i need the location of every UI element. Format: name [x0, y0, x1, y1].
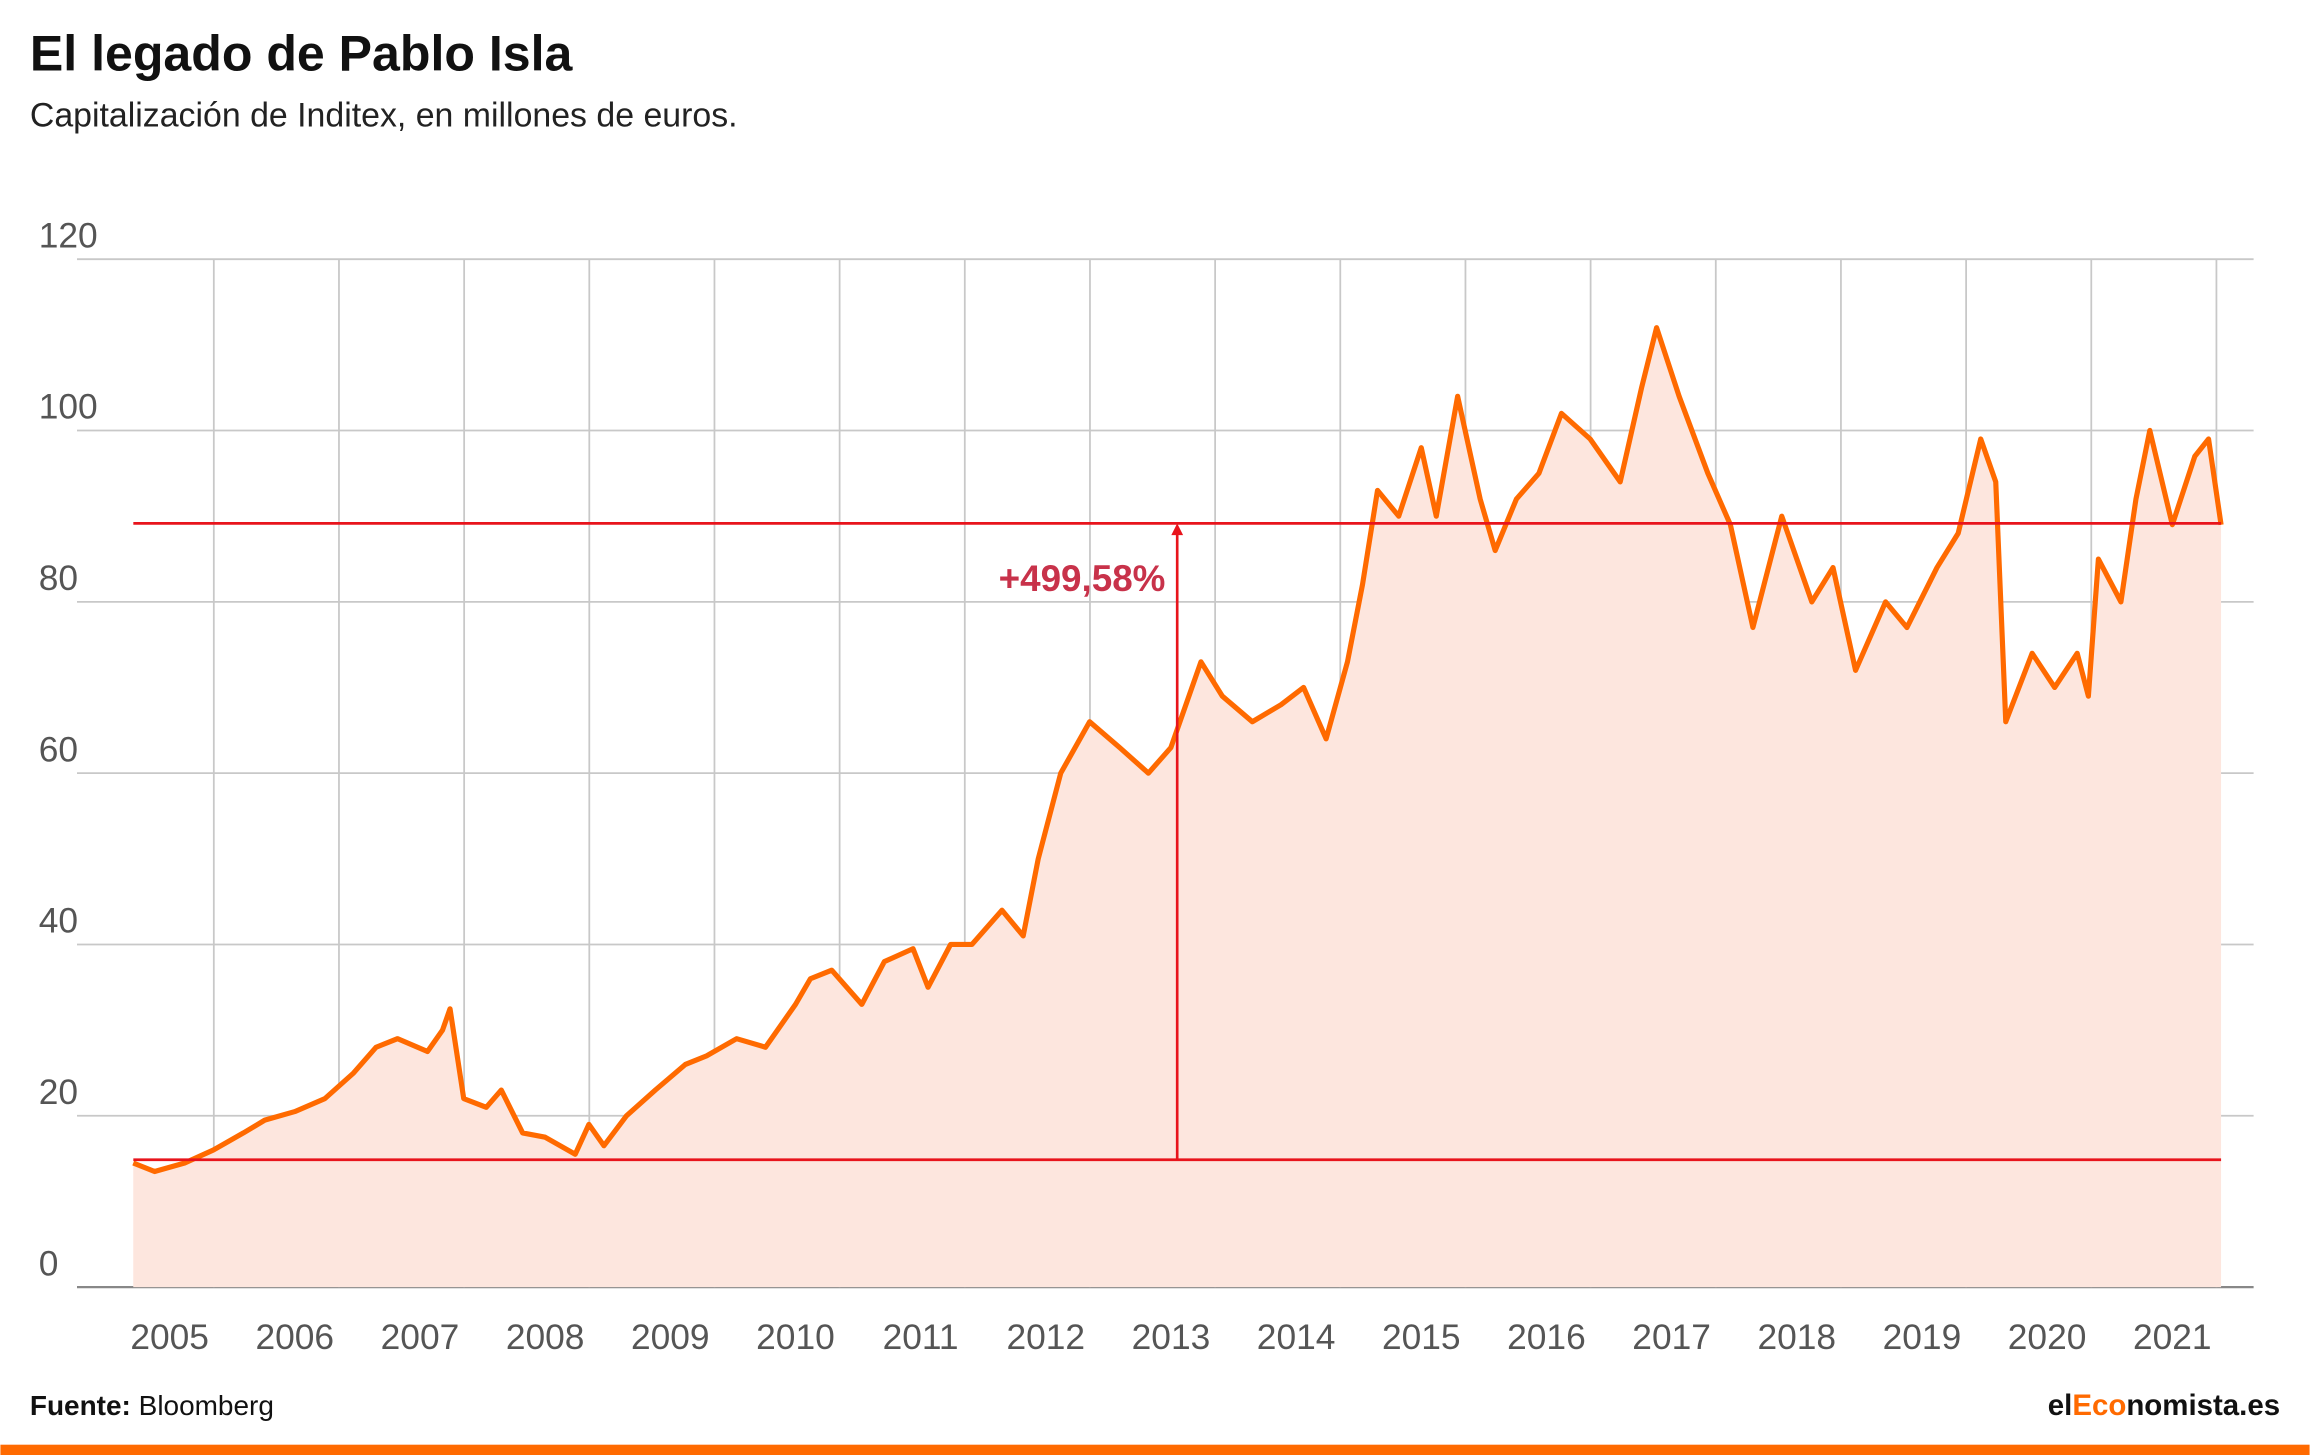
x-tick-label: 2011: [883, 1318, 959, 1357]
x-tick-label: 2013: [1132, 1318, 1211, 1357]
x-tick-label: 2007: [381, 1318, 460, 1357]
line: [132, 325, 2224, 1175]
y-tick-label: 120: [39, 216, 98, 255]
y-tick-label: 20: [39, 1073, 78, 1112]
annotation: +499,58%: [999, 558, 1166, 599]
source-name: Bloomberg: [139, 1390, 274, 1421]
x-tick-label: 2009: [631, 1318, 710, 1357]
arrow-head: [1171, 523, 1184, 536]
x-tick-label: 2010: [756, 1318, 835, 1357]
y-tick-label: 40: [39, 902, 78, 941]
x-tick-label: 2005: [130, 1318, 209, 1357]
logo-part: nomista.es: [2126, 1389, 2280, 1422]
y-tick-label: 0: [39, 1244, 59, 1283]
y-tick-label: 60: [39, 730, 78, 769]
x-tick-label: 2021: [2133, 1318, 2212, 1357]
chart-title: El legado de Pablo Isla: [30, 26, 574, 82]
x-tick-label: 2016: [1507, 1318, 1586, 1357]
plot: 0 20 40 60 80 100 120 2005 2006 2007 2008 2009 2010 2…: [39, 216, 2254, 1357]
source-label: Fuente:: [30, 1390, 131, 1421]
chart-subtitle: Capitalización de Inditex, en millones d…: [30, 97, 738, 135]
logo: elEconomista.es: [2048, 1389, 2280, 1422]
footer-bar: [0, 1444, 2310, 1455]
x-tick-label: 2006: [255, 1318, 334, 1357]
x-tick-label: 2018: [1757, 1318, 1836, 1357]
y-tick-label: 100: [39, 388, 98, 427]
x-tick-label: 2017: [1632, 1318, 1711, 1357]
x-tick-label: 2012: [1006, 1318, 1085, 1357]
y-tick-label: 80: [39, 559, 78, 598]
source: Fuente: Bloomberg: [30, 1390, 274, 1421]
x-tick-label: 2019: [1883, 1318, 1962, 1357]
x-tick-label: 2020: [2008, 1318, 2087, 1357]
x-tick-label: 2015: [1382, 1318, 1461, 1357]
x-tick-label: 2014: [1257, 1318, 1336, 1357]
logo-part: Eco: [2072, 1389, 2126, 1422]
logo-part: el: [2048, 1389, 2073, 1422]
x-tick-label: 2008: [506, 1318, 585, 1357]
